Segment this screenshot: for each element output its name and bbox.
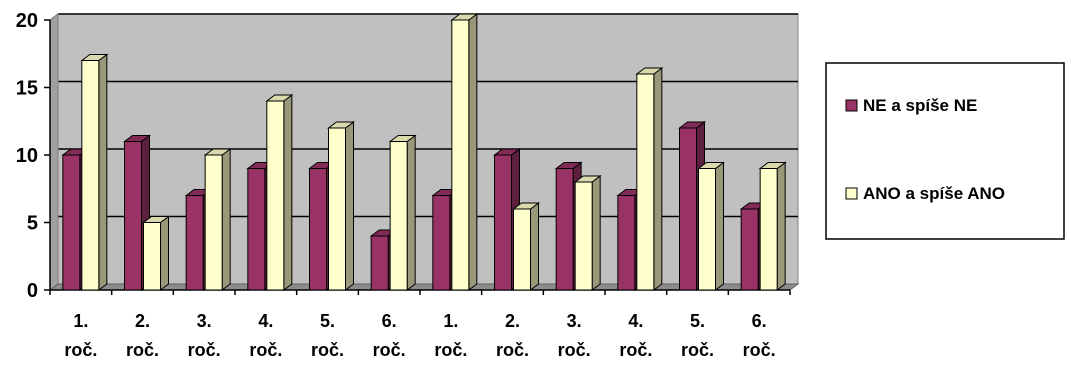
bar-side <box>345 121 354 291</box>
bar-side <box>653 67 663 291</box>
x-tick-label: roč. <box>434 340 467 360</box>
x-tick-label: 6. <box>382 311 397 331</box>
x-tick-label: roč. <box>64 340 97 360</box>
bar <box>247 168 266 291</box>
bar-side <box>468 13 478 291</box>
bar <box>555 168 574 291</box>
bar <box>328 127 346 291</box>
bar-side <box>221 148 231 291</box>
bar-side <box>160 215 169 291</box>
x-tick-label: roč. <box>743 340 776 360</box>
bar <box>62 154 81 291</box>
legend-swatch <box>845 99 858 112</box>
bar <box>204 154 223 291</box>
y-tick-label: 0 <box>27 280 38 302</box>
x-tick-label: 2. <box>135 311 150 331</box>
bar <box>185 195 204 291</box>
bar <box>124 141 142 291</box>
x-tick-label: roč. <box>188 340 221 360</box>
x-tick-label: roč. <box>126 340 159 360</box>
bar <box>513 208 531 291</box>
bar <box>574 181 593 291</box>
x-tick-label: 5. <box>320 311 335 331</box>
bar-side <box>283 94 293 291</box>
bar-side <box>530 202 539 291</box>
x-tick-label: roč. <box>496 340 529 360</box>
bar <box>759 168 778 291</box>
x-tick-label: roč. <box>311 340 344 360</box>
bar <box>370 235 389 291</box>
bar <box>451 19 470 291</box>
x-tick-label: 5. <box>690 311 705 331</box>
x-tick-label: roč. <box>249 340 282 360</box>
y-tick-label: 10 <box>16 145 38 167</box>
legend-label: ANO a spíše ANO <box>863 184 1005 203</box>
x-tick-label: 2. <box>505 311 520 331</box>
x-tick-label: 6. <box>752 311 767 331</box>
bar <box>309 168 327 291</box>
x-tick-label: roč. <box>558 340 591 360</box>
x-tick-label: 1. <box>73 311 88 331</box>
bar-side <box>715 161 724 291</box>
x-tick-label: 4. <box>258 311 273 331</box>
bar-side <box>98 53 108 291</box>
bar <box>740 208 759 291</box>
bar-side <box>406 134 416 291</box>
bar <box>617 195 636 291</box>
bar <box>636 73 655 291</box>
bar <box>81 60 100 291</box>
x-tick-label: roč. <box>619 340 652 360</box>
legend-label: NE a spíše NE <box>863 96 977 115</box>
x-tick-label: roč. <box>373 340 406 360</box>
legend-swatch <box>845 187 858 200</box>
bar <box>494 154 512 291</box>
y-tick-label: 5 <box>27 213 38 235</box>
legend <box>825 62 1065 240</box>
y-tick-label: 20 <box>16 10 38 32</box>
bar-side <box>776 161 786 291</box>
bar <box>389 141 408 291</box>
bar <box>698 168 716 291</box>
bar <box>432 195 451 291</box>
bar <box>266 100 285 291</box>
x-tick-label: 3. <box>567 311 582 331</box>
bar-side <box>591 175 601 291</box>
y-tick-label: 15 <box>16 78 38 100</box>
bar <box>143 222 161 291</box>
x-tick-label: 1. <box>443 311 458 331</box>
bar <box>679 127 697 291</box>
plot-side-wall <box>49 13 59 291</box>
x-tick-label: 4. <box>628 311 643 331</box>
x-tick-label: roč. <box>681 340 714 360</box>
x-tick-label: 3. <box>197 311 212 331</box>
